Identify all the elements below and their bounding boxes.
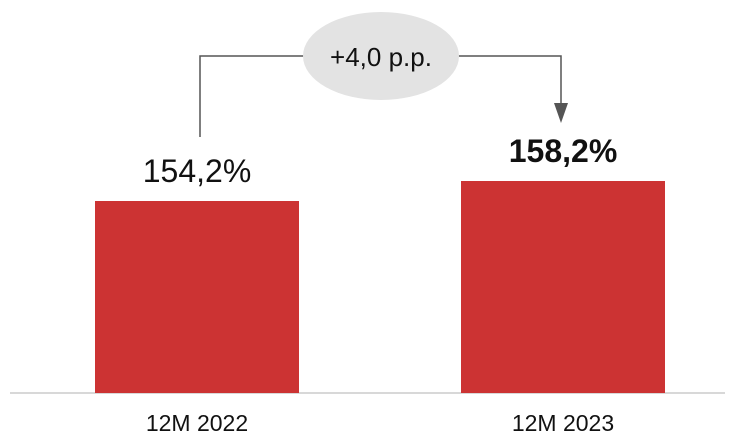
data-label-12m-2022: 154,2% — [143, 153, 252, 189]
change-annotation-label: +4,0 p.p. — [330, 42, 432, 72]
data-label-12m-2023: 158,2% — [509, 133, 618, 169]
bar-12m-2023 — [461, 181, 665, 393]
change-annotation-bubble — [303, 12, 459, 100]
arrow-down-icon — [554, 103, 568, 123]
category-label-12m-2023: 12M 2023 — [512, 410, 614, 436]
bar-12m-2022 — [95, 201, 299, 393]
category-label-12m-2022: 12M 2022 — [146, 410, 248, 436]
